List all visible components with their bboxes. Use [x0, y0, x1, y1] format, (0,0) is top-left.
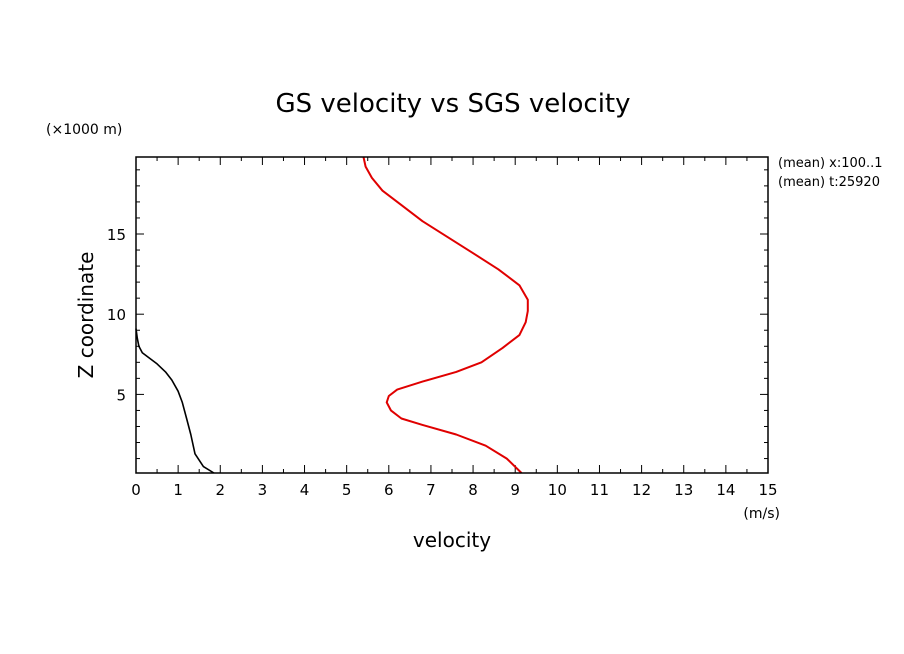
x-tick-label: 12 [632, 481, 651, 499]
x-tick-label: 3 [258, 481, 268, 499]
x-tick-label: 11 [590, 481, 609, 499]
x-tick-label: 5 [342, 481, 352, 499]
x-tick-label: 8 [468, 481, 478, 499]
x-tick-label: 9 [510, 481, 520, 499]
x-tick-label: 15 [758, 481, 777, 499]
x-tick-label: 6 [384, 481, 394, 499]
x-tick-label: 1 [173, 481, 183, 499]
x-tick-label: 14 [716, 481, 735, 499]
y-tick-labels: 5 10 15 [107, 226, 126, 404]
x-tick-labels: 0 1 2 3 4 5 6 7 8 9 10 11 12 13 14 15 [131, 481, 777, 499]
data-lines [135, 156, 529, 474]
x-tick-label: 13 [674, 481, 693, 499]
x-tick-label: 7 [426, 481, 436, 499]
y-tick-label: 15 [107, 226, 126, 244]
x-tick-label: 0 [131, 481, 141, 499]
axis-ticks [135, 157, 769, 473]
y-axis-label: Z coordinate [74, 252, 98, 379]
y-tick-label: 10 [107, 306, 126, 324]
series-line-1 [135, 328, 215, 474]
x-axis-label: velocity [413, 528, 491, 552]
x-tick-label: 4 [300, 481, 310, 499]
x-unit-label: (m/s) [743, 506, 780, 522]
y-tick-label: 5 [116, 386, 126, 404]
annotation-t-range: (mean) t:25920 [778, 175, 880, 190]
y-unit-label: (×1000 m) [46, 122, 122, 138]
chart-title: GS velocity vs SGS velocity [275, 89, 630, 119]
x-tick-label: 2 [215, 481, 225, 499]
plot-frame [135, 156, 769, 474]
x-tick-label: 10 [548, 481, 567, 499]
series-line-2 [362, 156, 529, 474]
annotation-x-range: (mean) x:100..1 [778, 156, 883, 171]
